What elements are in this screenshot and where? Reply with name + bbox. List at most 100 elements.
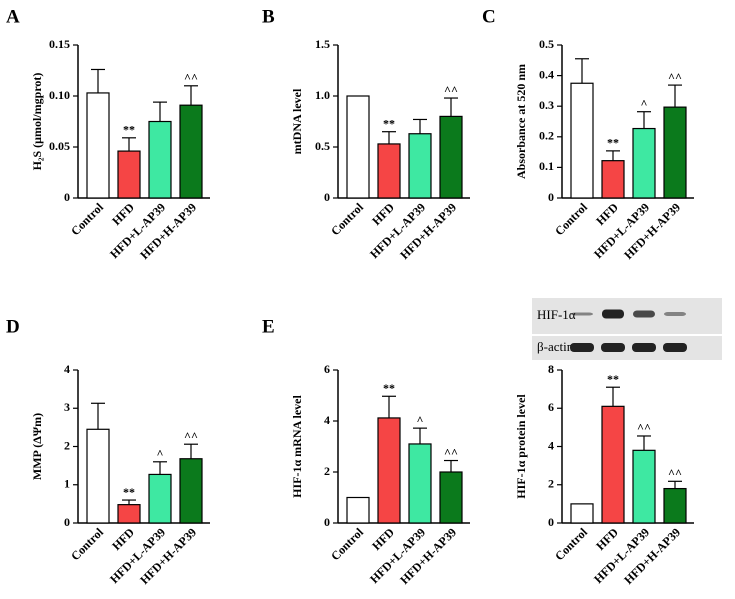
panel-label: E xyxy=(262,316,275,337)
bar xyxy=(601,405,625,524)
y-tick-label: 0 xyxy=(324,190,330,204)
significance: ** xyxy=(607,136,619,150)
significance: ^^ xyxy=(637,421,651,435)
x-tick-label: Control xyxy=(68,200,106,238)
bar xyxy=(663,487,687,524)
y-tick-label: 0 xyxy=(548,515,554,529)
bar xyxy=(377,143,401,199)
x-tick-label: HFD xyxy=(109,525,137,553)
y-axis-label: H₂S (μmol/mgprot) xyxy=(30,73,44,171)
y-tick-label: 0 xyxy=(324,515,330,529)
y-tick-label: 0.1 xyxy=(539,159,554,173)
bar xyxy=(632,449,656,524)
y-tick-label: 1 xyxy=(64,477,70,491)
significance: ^ xyxy=(641,96,648,110)
significance: ^ xyxy=(417,413,424,427)
significance: ** xyxy=(383,116,395,130)
bar xyxy=(570,503,594,524)
bar xyxy=(601,160,625,199)
blot-band xyxy=(664,312,686,316)
y-tick-label: 0.4 xyxy=(539,67,554,81)
bar xyxy=(408,133,432,199)
y-tick-label: 0.5 xyxy=(315,139,330,153)
y-tick-label: 8 xyxy=(548,362,554,376)
y-axis-label: MMP (ΔΨm) xyxy=(30,413,44,480)
blot-band xyxy=(571,312,593,316)
bar xyxy=(408,443,432,524)
x-tick-label: HFD xyxy=(593,200,621,228)
y-tick-label: 4 xyxy=(548,438,554,452)
blot-bg xyxy=(532,336,722,360)
bar xyxy=(570,82,594,199)
y-tick-label: 3 xyxy=(64,400,70,414)
x-tick-label: Control xyxy=(328,525,366,563)
significance: ^^ xyxy=(668,70,682,84)
y-tick-label: 6 xyxy=(548,400,554,414)
y-axis-label: Absorbance at 520 nm xyxy=(514,64,528,179)
significance: ^^ xyxy=(184,429,198,443)
bar xyxy=(377,417,401,524)
panel-label: B xyxy=(262,6,275,27)
blot-band xyxy=(633,310,655,318)
bar xyxy=(179,104,203,199)
significance: ^^ xyxy=(444,83,458,97)
panel-label: A xyxy=(6,6,20,27)
y-tick-label: 0.2 xyxy=(539,129,554,143)
significance: ^ xyxy=(157,447,164,461)
x-tick-label: HFD xyxy=(109,200,137,228)
blot-band xyxy=(663,343,687,352)
significance: ** xyxy=(123,485,135,499)
x-tick-label: Control xyxy=(68,525,106,563)
y-tick-label: 1.0 xyxy=(315,88,330,102)
y-axis-label: HIF-1α protein level xyxy=(514,394,528,499)
x-tick-label: Control xyxy=(328,200,366,238)
y-axis-label: mtDNA level xyxy=(290,88,304,154)
bar xyxy=(632,127,656,199)
x-tick-label: Control xyxy=(552,525,590,563)
y-axis-label: HIF-1α mRNA level xyxy=(290,394,304,497)
significance: ^^ xyxy=(444,445,458,459)
bar xyxy=(439,471,463,524)
blot-band xyxy=(601,343,625,352)
y-tick-label: 2 xyxy=(548,477,554,491)
y-tick-label: 0.05 xyxy=(49,139,70,153)
bar xyxy=(86,428,110,524)
blot-label: β-actin xyxy=(537,339,574,354)
bar xyxy=(117,150,141,199)
significance: ^^ xyxy=(668,466,682,480)
significance: ** xyxy=(383,381,395,395)
y-tick-label: 0 xyxy=(548,190,554,204)
y-tick-label: 2 xyxy=(324,464,330,478)
y-tick-label: 0.10 xyxy=(49,88,70,102)
y-tick-label: 0 xyxy=(64,190,70,204)
bar xyxy=(86,92,110,199)
blot-label: HIF-1α xyxy=(537,307,576,322)
blot-band xyxy=(570,343,594,352)
bar xyxy=(148,473,172,524)
panel-label: C xyxy=(482,6,496,27)
bar xyxy=(346,95,370,199)
bar xyxy=(663,106,687,199)
y-tick-label: 4 xyxy=(64,362,70,376)
blot-bg xyxy=(532,298,722,334)
blot-band xyxy=(602,309,624,319)
x-tick-label: HFD xyxy=(369,525,397,553)
x-tick-label: HFD xyxy=(369,200,397,228)
significance: ** xyxy=(607,372,619,386)
y-tick-label: 6 xyxy=(324,362,330,376)
bar xyxy=(346,496,370,524)
panel-label: D xyxy=(6,316,20,337)
y-tick-label: 0.3 xyxy=(539,98,554,112)
bar xyxy=(148,120,172,199)
blot-band xyxy=(632,343,656,352)
y-tick-label: 0.15 xyxy=(49,37,70,51)
y-tick-label: 0 xyxy=(64,515,70,529)
significance: ^^ xyxy=(184,71,198,85)
y-tick-label: 2 xyxy=(64,438,70,452)
y-tick-label: 1.5 xyxy=(315,37,330,51)
x-tick-label: Control xyxy=(552,200,590,238)
y-tick-label: 0.5 xyxy=(539,37,554,51)
x-tick-label: HFD xyxy=(593,525,621,553)
bar xyxy=(179,458,203,524)
